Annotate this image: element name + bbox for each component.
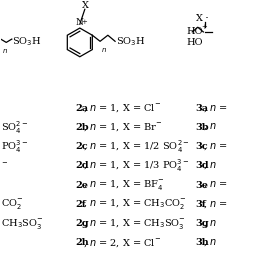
Text: X: X (82, 1, 90, 11)
Text: 2a: 2a (76, 104, 89, 113)
Text: 2g: 2g (76, 219, 89, 228)
Text: 3d: 3d (195, 161, 209, 170)
Text: SO$_3$H: SO$_3$H (12, 35, 42, 48)
Text: 2d: 2d (76, 161, 89, 170)
Text: , $n$: , $n$ (203, 122, 217, 133)
Text: HO: HO (186, 38, 203, 47)
Text: 3a: 3a (195, 104, 208, 113)
Text: 3c: 3c (195, 142, 208, 151)
Text: , $n$ = 1, X = Br$^{-}$: , $n$ = 1, X = Br$^{-}$ (83, 121, 163, 133)
Text: $n$: $n$ (101, 46, 107, 54)
Text: , $n$ = 1, X = CH$_3$CO$_2^{-}$: , $n$ = 1, X = CH$_3$CO$_2^{-}$ (83, 197, 187, 211)
Text: +: + (201, 23, 207, 31)
Text: 2h: 2h (76, 239, 89, 247)
Text: $n$: $n$ (2, 47, 8, 55)
Text: SO$_3$H: SO$_3$H (116, 35, 146, 48)
Text: , $n$: , $n$ (203, 238, 217, 248)
Text: 2b: 2b (76, 122, 89, 132)
Text: CO$_2^{-}$: CO$_2^{-}$ (1, 197, 23, 211)
Text: , $n$ = 1, X = 1/3 PO$_4^{3-}$: , $n$ = 1, X = 1/3 PO$_4^{3-}$ (83, 157, 190, 174)
Text: $^{-}$: $^{-}$ (1, 161, 8, 170)
Text: , $n$ = 1, X = CH$_3$SO$_3^{-}$: , $n$ = 1, X = CH$_3$SO$_3^{-}$ (83, 217, 186, 231)
Text: 2e: 2e (76, 181, 89, 189)
Text: , $n$ =: , $n$ = (203, 199, 227, 210)
Text: X: X (196, 15, 203, 23)
Text: , $n$ =: , $n$ = (203, 103, 227, 114)
Text: SO$_4^{2-}$: SO$_4^{2-}$ (1, 119, 28, 136)
Text: , $n$: , $n$ (203, 160, 217, 171)
Text: , $n$ = 2, X = Cl$^{-}$: , $n$ = 2, X = Cl$^{-}$ (83, 237, 162, 249)
Text: CH$_3$SO$_3^{-}$: CH$_3$SO$_3^{-}$ (1, 217, 43, 231)
Text: , $n$ = 1, X = BF$_4^{-}$: , $n$ = 1, X = BF$_4^{-}$ (83, 178, 165, 192)
Text: HO: HO (186, 27, 203, 37)
Text: , $n$ =: , $n$ = (203, 180, 227, 190)
Text: , $n$ =: , $n$ = (203, 141, 227, 152)
Text: 3b: 3b (195, 122, 209, 132)
Text: 3h: 3h (195, 239, 209, 247)
Text: 3e: 3e (195, 181, 208, 189)
Text: 2c: 2c (76, 142, 88, 151)
Text: 3g: 3g (195, 219, 209, 228)
Text: 2f: 2f (76, 200, 86, 209)
Text: +: + (82, 18, 87, 26)
Text: 3f: 3f (195, 200, 206, 209)
Text: , $n$ = 1, X = 1/2 SO$_4^{2-}$: , $n$ = 1, X = 1/2 SO$_4^{2-}$ (83, 138, 190, 155)
Text: ·: · (204, 13, 208, 25)
Text: PO$_4^{3-}$: PO$_4^{3-}$ (1, 138, 28, 155)
Text: , $n$: , $n$ (203, 218, 217, 229)
Text: N: N (76, 18, 84, 27)
Text: , $n$ = 1, X = Cl$^{-}$: , $n$ = 1, X = Cl$^{-}$ (83, 103, 162, 114)
